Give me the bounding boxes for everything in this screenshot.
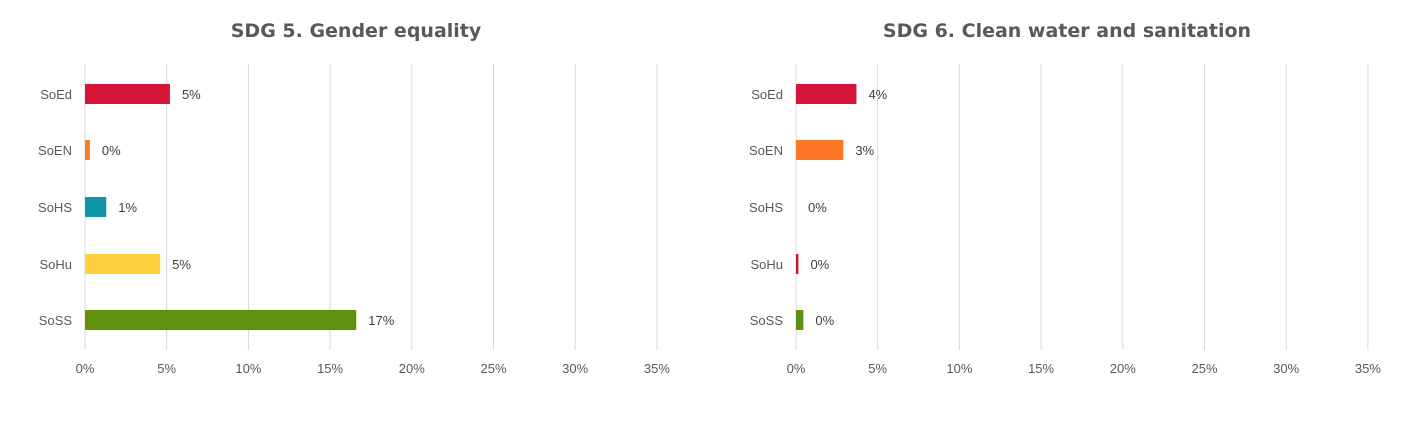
chart1-category-label: SoHS [38, 200, 72, 215]
chart2-x-tick-label: 15% [1028, 361, 1054, 376]
chart1-category-label: SoHu [39, 257, 72, 272]
chart1-value-label: 17% [368, 313, 394, 328]
chart1-x-tick-label: 5% [157, 361, 176, 376]
chart1-value-label: 1% [118, 200, 137, 215]
chart2-x-tick-label: 35% [1355, 361, 1381, 376]
chart2-x-tick-label: 25% [1191, 361, 1217, 376]
chart2-x-tick-label: 0% [787, 361, 806, 376]
chart1-x-tick-label: 35% [644, 361, 670, 376]
chart2-category-label: SoEd [751, 87, 783, 102]
chart2-category-label: SoHS [749, 200, 783, 215]
chart1-x-tick-label: 15% [317, 361, 343, 376]
chart2-value-label: 3% [855, 143, 874, 158]
chart2-bar-soen [796, 140, 844, 160]
chart1-value-label: 5% [182, 87, 201, 102]
chart1-category-label: SoSS [39, 313, 73, 328]
chart2-category-label: SoHu [750, 257, 783, 272]
chart1-category-label: SoEd [40, 87, 72, 102]
chart2-value-label: 0% [808, 200, 827, 215]
chart1-x-tick-label: 20% [399, 361, 425, 376]
chart1-bar-sohs [85, 197, 107, 217]
chart2-value-label: 4% [868, 87, 887, 102]
chart2-x-tick-label: 5% [868, 361, 887, 376]
chart1-x-tick-label: 10% [235, 361, 261, 376]
chart2-bar-sohu [796, 254, 799, 274]
chart2-x-tick-label: 30% [1273, 361, 1299, 376]
chart2-x-tick-label: 20% [1110, 361, 1136, 376]
chart1-category-label: SoEN [38, 143, 72, 158]
chart2-bar-soed [796, 84, 857, 104]
chart2-value-label: 0% [815, 313, 834, 328]
chart1-value-label: 0% [102, 143, 121, 158]
chart2-title: SDG 6. Clean water and sanitation [883, 20, 1251, 42]
chart1-title: SDG 5. Gender equality [231, 20, 482, 42]
chart1-x-tick-label: 25% [480, 361, 506, 376]
chart1-x-tick-label: 0% [76, 361, 95, 376]
chart2-value-label: 0% [810, 257, 829, 272]
chart2-bar-soss [796, 310, 804, 330]
chart1-bar-sohu [85, 254, 161, 274]
chart1-bar-soss [85, 310, 357, 330]
chart1-value-label: 5% [172, 257, 191, 272]
chart1-bar-soed [85, 84, 170, 104]
chart2-category-label: SoEN [749, 143, 783, 158]
chart2-x-tick-label: 10% [946, 361, 972, 376]
chart1-bar-soen [85, 140, 90, 160]
chart1-x-tick-label: 30% [562, 361, 588, 376]
chart2-category-label: SoSS [750, 313, 784, 328]
